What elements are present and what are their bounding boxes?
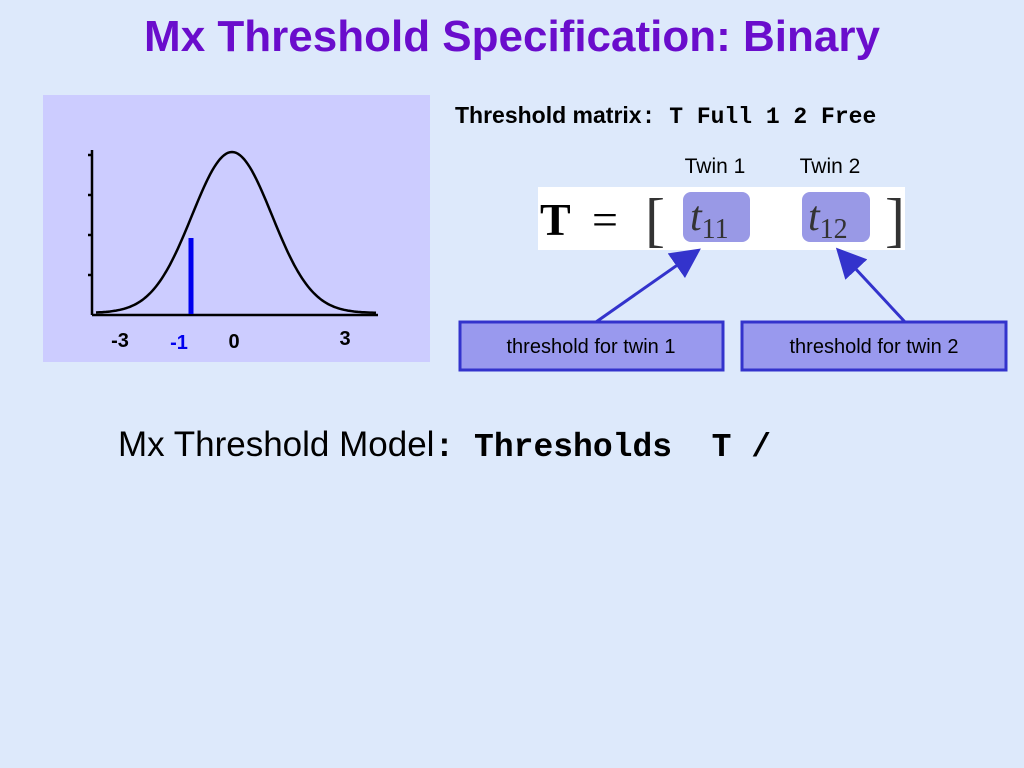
arrow [595,248,701,324]
x-label: 0 [228,331,239,353]
entry-subscript: 11 [702,214,729,245]
model-line: Mx Threshold Model: Thresholds T / [118,425,771,466]
entry-highlight [802,192,870,242]
command: : Thresholds T / [434,429,772,466]
axes [88,150,378,317]
entry-symbol: t [808,194,821,240]
equals: = [592,194,618,245]
entry: t11 [690,194,729,245]
x-label: -1 [170,332,188,354]
figure-panel [43,95,430,362]
callout-box [740,320,1008,372]
matrix-name: T [540,194,571,245]
label: Threshold matrix [455,102,642,128]
label: Mx Threshold Model [118,425,435,464]
x-label: 3 [339,328,350,350]
callout-box [458,320,725,372]
x-label: -3 [111,330,129,352]
entry: t12 [808,194,848,245]
normal-curve [95,150,377,315]
arrow [835,247,907,324]
threshold-matrix-line: Threshold matrix: T Full 1 2 Free [455,102,876,130]
entry-highlight [683,192,750,242]
entry-symbol: t [690,194,703,240]
bracket: ] [885,187,905,253]
entry-subscript: 12 [820,214,848,245]
command: : T Full 1 2 Free [641,104,877,130]
slide-title: Mx Threshold Specification: Binary [144,12,880,61]
callout-text: threshold for twin 1 [507,336,676,358]
column-label: Twin 2 [799,155,861,178]
callout-text: threshold for twin 2 [790,336,959,358]
column-label: Twin 1 [684,155,746,178]
bracket: [ [645,187,665,253]
